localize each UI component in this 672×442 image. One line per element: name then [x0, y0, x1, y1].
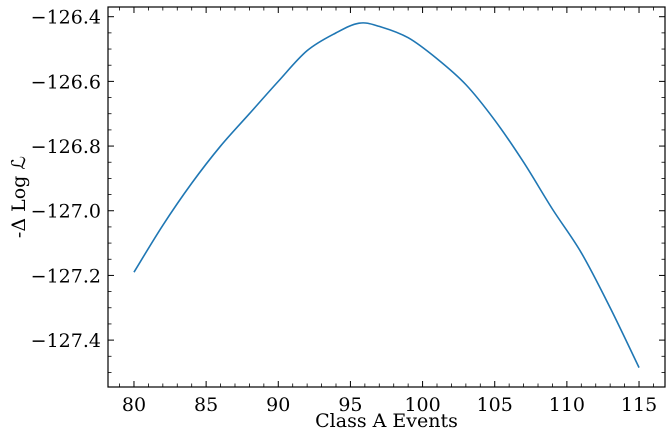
x-tick-label: 80: [122, 394, 146, 416]
x-tick-label: 95: [338, 394, 362, 416]
x-tick-label: 105: [477, 394, 513, 416]
x-tick-label: 110: [549, 394, 585, 416]
y-axis-label: -Δ Log ℒ: [8, 156, 30, 238]
y-tick-label: −127.2: [31, 265, 101, 287]
plot-frame: [107, 6, 666, 388]
x-tick-label: 90: [266, 394, 290, 416]
series-layer: [133, 22, 640, 368]
y-tick-label: −126.4: [31, 7, 101, 29]
y-tick-label: −126.6: [31, 71, 101, 93]
x-axis-label: Class A Events: [315, 410, 458, 432]
y-tick-label: −127.4: [31, 330, 101, 352]
y-tick-label: −127.0: [31, 201, 101, 223]
x-tick-label: 85: [194, 394, 218, 416]
labels-layer: Class A Events -Δ Log ℒ: [8, 156, 458, 432]
series-line-0: [133, 22, 640, 368]
x-tick-label: 100: [404, 394, 440, 416]
y-tick-label: −126.8: [31, 136, 101, 158]
ticks-layer: 80 85 90 95 100 105 110 115 −127.4 −127.2 −127.0 −1…: [31, 7, 665, 416]
x-tick-label: 115: [621, 394, 657, 416]
